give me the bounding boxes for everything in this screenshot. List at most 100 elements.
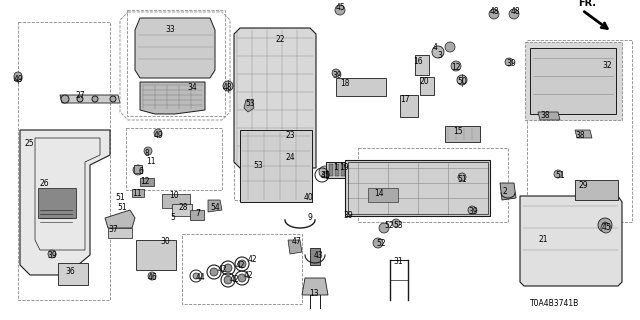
Bar: [38, 188, 76, 218]
Circle shape: [148, 272, 156, 280]
Polygon shape: [140, 82, 205, 114]
Text: 11: 11: [147, 157, 156, 166]
Circle shape: [451, 61, 461, 71]
Bar: [108, 228, 132, 238]
Bar: [527, 40, 632, 222]
Circle shape: [210, 268, 218, 276]
Circle shape: [554, 170, 562, 178]
Circle shape: [379, 223, 389, 233]
Text: 42: 42: [229, 275, 239, 284]
Circle shape: [468, 206, 476, 214]
Text: 38: 38: [575, 131, 585, 140]
Polygon shape: [302, 278, 328, 295]
Text: 53: 53: [245, 100, 255, 108]
Circle shape: [602, 222, 608, 228]
Text: 5: 5: [171, 213, 175, 222]
Circle shape: [238, 260, 246, 268]
Polygon shape: [530, 48, 616, 114]
Text: 4: 4: [433, 44, 437, 52]
Text: 44: 44: [195, 274, 205, 283]
Text: 28: 28: [179, 203, 188, 212]
Text: 2: 2: [502, 187, 508, 196]
Polygon shape: [288, 240, 302, 254]
Polygon shape: [520, 196, 622, 286]
Bar: [415, 55, 429, 75]
Polygon shape: [135, 18, 215, 78]
Text: 50: 50: [457, 77, 467, 86]
Text: 53: 53: [253, 161, 263, 170]
Bar: [326, 162, 348, 178]
Bar: [126, 128, 222, 190]
Bar: [420, 77, 434, 95]
Text: 12: 12: [451, 63, 461, 73]
Bar: [162, 194, 190, 208]
Circle shape: [319, 166, 331, 178]
Bar: [329, 164, 333, 176]
Text: 13: 13: [309, 289, 319, 298]
Text: 48: 48: [222, 84, 232, 92]
Text: 37: 37: [108, 226, 118, 235]
Bar: [172, 204, 192, 216]
Text: 16: 16: [413, 58, 423, 67]
Circle shape: [458, 173, 466, 181]
Bar: [190, 210, 204, 220]
Circle shape: [335, 5, 345, 15]
Text: 52: 52: [376, 238, 386, 247]
Text: 20: 20: [419, 77, 429, 86]
Bar: [182, 234, 302, 304]
Text: 39: 39: [343, 212, 353, 220]
Circle shape: [238, 274, 246, 282]
Circle shape: [48, 250, 56, 258]
Text: 29: 29: [578, 181, 588, 190]
Bar: [234, 88, 310, 200]
Text: 45: 45: [602, 223, 612, 233]
Text: 14: 14: [374, 189, 384, 198]
Text: 48: 48: [510, 7, 520, 17]
Bar: [358, 148, 508, 222]
Circle shape: [193, 273, 199, 279]
Text: 39: 39: [468, 207, 478, 217]
Circle shape: [133, 165, 143, 175]
Circle shape: [77, 96, 83, 102]
Text: 48: 48: [489, 7, 499, 17]
Text: 39: 39: [332, 70, 342, 79]
Text: 9: 9: [308, 213, 312, 222]
Text: 53: 53: [393, 220, 403, 229]
Text: 8: 8: [145, 148, 149, 157]
Text: 1: 1: [333, 164, 339, 172]
Circle shape: [14, 74, 22, 82]
Text: T0A4B3741B: T0A4B3741B: [530, 299, 579, 308]
Polygon shape: [140, 178, 154, 186]
Text: 31: 31: [393, 258, 403, 267]
Text: 42: 42: [235, 260, 245, 269]
Circle shape: [223, 81, 233, 91]
Text: 41: 41: [320, 171, 330, 180]
Text: 36: 36: [65, 268, 75, 276]
Text: 47: 47: [291, 237, 301, 246]
Text: 27: 27: [75, 92, 85, 100]
Polygon shape: [105, 210, 135, 228]
Circle shape: [224, 276, 232, 284]
Text: 42: 42: [217, 266, 227, 275]
Bar: [58, 263, 88, 285]
Text: 51: 51: [555, 172, 565, 180]
Text: 6: 6: [139, 167, 143, 177]
Text: 51: 51: [457, 174, 467, 183]
Polygon shape: [208, 200, 222, 212]
Text: 24: 24: [285, 154, 295, 163]
Text: 7: 7: [196, 209, 200, 218]
Bar: [132, 189, 144, 197]
Text: 21: 21: [538, 236, 548, 244]
Text: 33: 33: [165, 25, 175, 34]
Text: 51: 51: [115, 194, 125, 203]
Bar: [336, 78, 386, 96]
Text: 11: 11: [132, 189, 141, 198]
Text: 26: 26: [39, 179, 49, 188]
Polygon shape: [244, 100, 254, 112]
Text: 45: 45: [335, 4, 345, 12]
Text: 12: 12: [140, 177, 150, 186]
Bar: [240, 130, 312, 202]
Circle shape: [489, 9, 499, 19]
Polygon shape: [445, 126, 480, 142]
Polygon shape: [20, 130, 110, 275]
